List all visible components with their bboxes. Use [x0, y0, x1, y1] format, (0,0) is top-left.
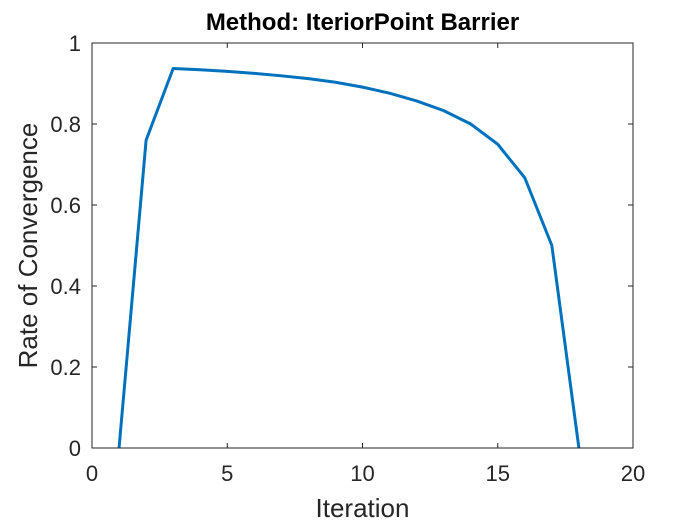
- x-tick-label: 15: [486, 461, 510, 486]
- y-tick-label: 0.8: [50, 112, 81, 137]
- axes-box: [91, 42, 634, 449]
- series-line: [117, 67, 581, 449]
- y-axis-label: Rate of Convergence: [13, 123, 43, 369]
- x-tick-label: 10: [350, 461, 374, 486]
- x-tick-label: 20: [621, 461, 645, 486]
- series-layer: [117, 67, 581, 449]
- x-tick-label: 5: [221, 461, 233, 486]
- y-tick-label: 1: [69, 31, 81, 56]
- x-tick-label: 0: [86, 461, 98, 486]
- y-tick-label: 0.4: [50, 274, 81, 299]
- x-axis-label: Iteration: [316, 493, 410, 523]
- y-tick-label: 0.6: [50, 193, 81, 218]
- y-tick-label: 0: [69, 436, 81, 461]
- plot-area: [92, 43, 633, 448]
- chart-title: Method: IteriorPoint Barrier: [206, 9, 519, 36]
- y-tick-label: 0.2: [50, 355, 81, 380]
- tick-labels: 0 5 10 15 20 0 0.2 0.4 0.6 0.8 1: [50, 31, 645, 486]
